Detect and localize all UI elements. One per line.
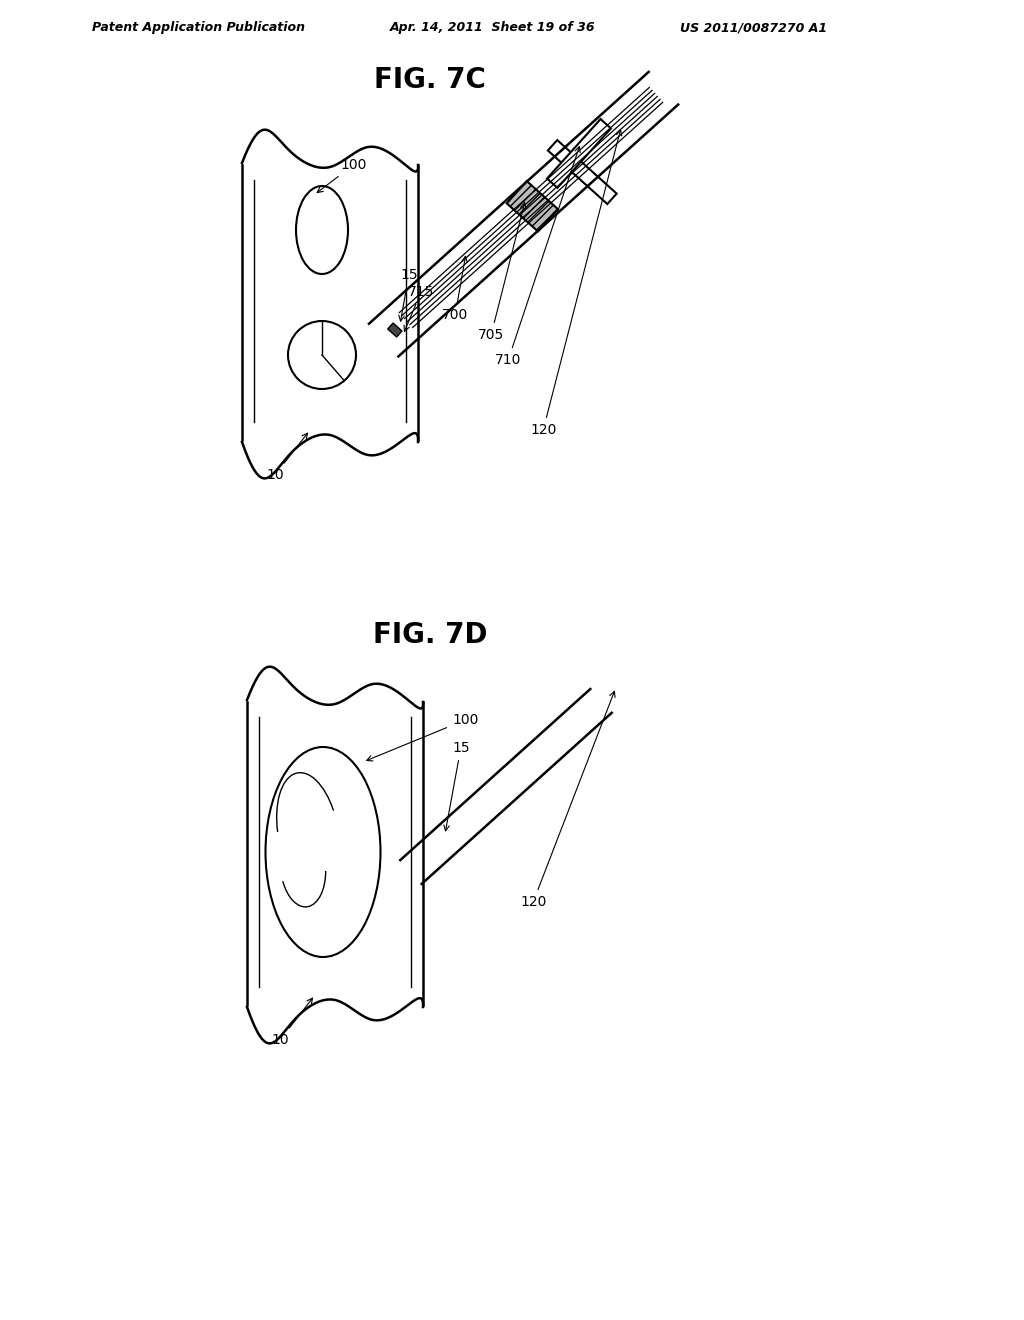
- Text: 10: 10: [271, 998, 312, 1047]
- Text: 700: 700: [442, 256, 468, 322]
- Text: US 2011/0087270 A1: US 2011/0087270 A1: [680, 21, 827, 34]
- Text: 100: 100: [367, 713, 478, 760]
- Text: 15: 15: [398, 268, 418, 321]
- Text: FIG. 7D: FIG. 7D: [373, 620, 487, 649]
- Text: 710: 710: [495, 147, 581, 367]
- Text: 120: 120: [520, 692, 615, 909]
- Polygon shape: [547, 119, 611, 187]
- Text: Patent Application Publication: Patent Application Publication: [92, 21, 305, 34]
- Text: FIG. 7C: FIG. 7C: [374, 66, 486, 94]
- Text: 100: 100: [317, 158, 367, 193]
- Polygon shape: [548, 140, 616, 205]
- Text: Apr. 14, 2011  Sheet 19 of 36: Apr. 14, 2011 Sheet 19 of 36: [390, 21, 596, 34]
- Text: 705: 705: [478, 203, 526, 342]
- Text: 120: 120: [530, 129, 622, 437]
- Polygon shape: [507, 181, 558, 231]
- Polygon shape: [388, 323, 402, 337]
- Text: 10: 10: [266, 433, 307, 482]
- Text: 15: 15: [443, 741, 470, 830]
- Text: 715: 715: [404, 285, 434, 331]
